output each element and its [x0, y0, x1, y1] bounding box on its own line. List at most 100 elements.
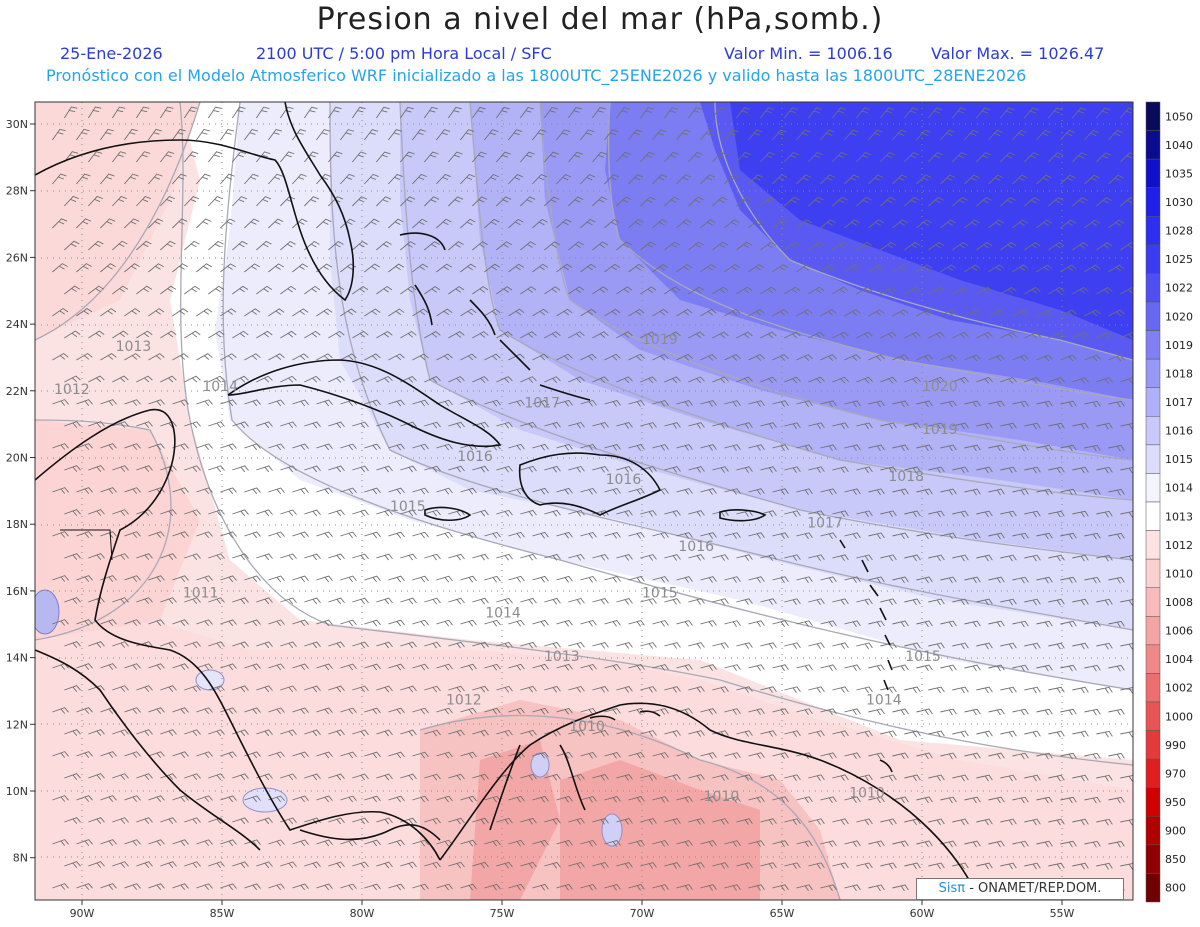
wind-barb [292, 353, 309, 361]
wind-barb [400, 376, 417, 383]
wind-barb [400, 861, 417, 869]
wind-barb [832, 598, 849, 606]
wind-barb [580, 531, 597, 539]
wind-barb [424, 773, 441, 781]
colorbar-swatch [1145, 358, 1161, 388]
wind-barb [964, 620, 981, 628]
wind-barb [640, 376, 657, 384]
wind-barb [88, 151, 103, 163]
wind-barb [928, 241, 945, 251]
wind-barb [1072, 107, 1087, 119]
wind-barb [868, 400, 885, 408]
wind-barb [64, 597, 81, 604]
wind-barb [1000, 286, 1017, 295]
wind-barb [712, 376, 729, 384]
wind-barb [796, 264, 813, 273]
wind-barb [64, 861, 81, 868]
wind-barb [952, 286, 969, 295]
wind-barb [388, 173, 403, 185]
wind-barb [352, 729, 369, 737]
wind-barb [856, 818, 873, 826]
wind-barb [1096, 287, 1113, 295]
wind-barb [112, 375, 129, 383]
wind-barb [772, 884, 789, 891]
wind-barb [400, 330, 417, 339]
colorbar-swatch [1145, 330, 1161, 360]
wind-barb [544, 376, 561, 383]
wind-barb [976, 510, 993, 518]
wind-barb [1036, 620, 1053, 628]
wind-barb [184, 240, 200, 251]
wind-barb [628, 308, 645, 317]
wind-barb [652, 664, 669, 671]
wind-barb [196, 443, 213, 451]
wind-barb [1024, 152, 1040, 163]
wind-barb [544, 106, 558, 119]
wind-barb [76, 218, 92, 229]
wind-barb [508, 531, 525, 539]
wind-barb [544, 241, 560, 251]
wind-barb [172, 883, 189, 890]
wind-barb [748, 532, 765, 539]
wind-barb [688, 376, 705, 384]
wind-barb [832, 151, 848, 163]
lat-label: 24N [6, 318, 28, 331]
wind-barb [376, 421, 393, 429]
wind-barb [508, 443, 525, 451]
wind-barb [1096, 554, 1113, 562]
wind-barb [172, 839, 189, 846]
wind-barb [1096, 332, 1113, 339]
wind-barb [388, 883, 405, 891]
wind-barb [976, 686, 993, 694]
wind-barb [916, 620, 933, 628]
wind-barb [172, 399, 189, 406]
wind-barb [124, 263, 140, 273]
wind-barb [640, 862, 657, 869]
wind-barb [1096, 774, 1113, 782]
wind-barb [940, 620, 957, 628]
wind-barb [327, 106, 342, 119]
wind-barb [472, 685, 489, 693]
wind-barb [160, 240, 176, 251]
wind-barb [892, 620, 909, 628]
wind-barb [124, 487, 141, 494]
wind-barb [1048, 862, 1065, 870]
wind-barb [364, 399, 381, 407]
wind-barb [832, 466, 849, 474]
colorbar-label: 1025 [1165, 253, 1193, 266]
wind-barb [1096, 197, 1112, 207]
wind-barb [976, 376, 993, 384]
wind-barb [880, 376, 897, 384]
wind-barb [232, 597, 249, 605]
wind-barb [388, 353, 405, 361]
wind-barb [220, 883, 237, 891]
wind-barb [436, 531, 453, 539]
wind-barb [592, 331, 609, 339]
wind-barb [184, 773, 201, 781]
wind-barb [100, 218, 116, 229]
wind-barb [592, 641, 609, 649]
wind-barb [664, 554, 681, 561]
wind-barb [472, 286, 489, 295]
wind-barb [868, 174, 884, 185]
isobar-label: 1010 [569, 719, 605, 735]
wind-barb [952, 107, 967, 119]
wind-barb [1024, 197, 1040, 207]
wind-barb [172, 707, 189, 714]
wind-barb [52, 487, 69, 494]
wind-barb [904, 196, 920, 207]
wind-barb [916, 174, 932, 185]
wind-barb [1024, 730, 1041, 738]
wind-barb [784, 331, 801, 339]
wind-barb [472, 241, 488, 251]
wind-barb [364, 883, 381, 891]
wind-barb [568, 861, 585, 869]
wind-barb [484, 487, 501, 495]
wind-barb [1060, 664, 1077, 672]
wind-barb [184, 375, 201, 383]
colorbar-label: 850 [1165, 853, 1186, 866]
wind-barb [124, 663, 141, 670]
wind-barb [916, 444, 933, 452]
wind-barb [580, 575, 597, 583]
wind-barb [808, 862, 825, 869]
